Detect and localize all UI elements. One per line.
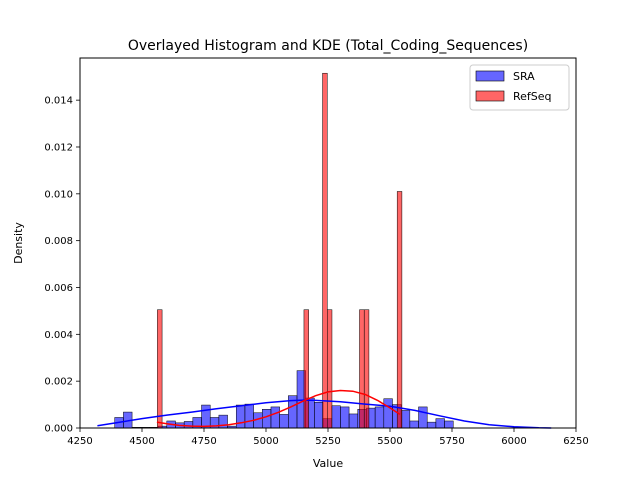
bar-refseq-5 [363, 309, 370, 429]
bar-refseq-4 [359, 309, 365, 429]
bar-sra-10 [201, 404, 211, 429]
chart-title: Overlayed Histogram and KDE (Total_Codin… [128, 38, 528, 54]
bar-sra-38 [444, 420, 454, 429]
y-tick-label: 0.010 [44, 189, 73, 200]
bar-sra-18 [270, 406, 280, 429]
bar-sra-26 [340, 406, 350, 429]
x-tick-label: 5750 [439, 436, 464, 447]
y-tick-label: 0.014 [44, 96, 73, 107]
y-tick-label: 0.006 [44, 283, 73, 294]
bar-refseq-1 [303, 309, 309, 429]
legend: SRA RefSeq [469, 64, 570, 111]
bar-sra-8 [183, 421, 194, 429]
bar-sra-25 [331, 405, 341, 429]
bar-refseq-6 [396, 191, 403, 429]
bar-sra-14 [235, 404, 246, 429]
legend-label-sra: SRA [513, 70, 535, 83]
x-tick-label: 5000 [253, 436, 278, 447]
y-tick-label: 0.002 [44, 377, 73, 388]
bar-sra-15 [244, 403, 254, 429]
x-tick-label: 5250 [315, 436, 340, 447]
y-tick-label: 0.012 [44, 142, 73, 153]
y-tick-label: 0.008 [44, 236, 73, 247]
bar-sra-37 [435, 418, 445, 429]
bar-sra-33 [400, 410, 411, 429]
x-tick-label: 6250 [563, 436, 588, 447]
legend-swatch-refseq [475, 90, 505, 102]
bar-sra-35 [418, 406, 428, 429]
x-axis-label: Value [313, 457, 343, 470]
bar-sra-23 [314, 401, 324, 429]
x-tick-label: 5500 [377, 436, 402, 447]
bar-sra-31 [383, 398, 393, 429]
y-tick-label: 0.000 [44, 424, 73, 435]
y-axis: 0.000 0.002 0.004 0.006 0.008 0.010 0.012 0.014 [44, 96, 80, 435]
bar-sra-36 [426, 421, 437, 429]
bars-layer [114, 72, 454, 429]
bar-sra-27 [348, 413, 359, 429]
x-tick-label: 6000 [501, 436, 526, 447]
x-axis: 4250 4500 4750 5000 5250 5500 5750 6000 6250 [67, 428, 589, 447]
kde-line-refseq [156, 389, 401, 428]
x-tick-label: 4750 [191, 436, 216, 447]
bar-refseq-0 [157, 309, 163, 429]
bar-refseq-3 [327, 309, 333, 429]
bar-refseq-2 [322, 72, 328, 429]
y-axis-label: Density [12, 222, 25, 264]
x-tick-label: 4250 [67, 436, 92, 447]
kde-line-sra [97, 399, 552, 429]
bar-sra-17 [262, 409, 272, 429]
bar-sra-19 [279, 414, 289, 429]
bar-sra-34 [409, 420, 419, 429]
legend-swatch-sra [475, 70, 505, 82]
y-tick-label: 0.004 [44, 330, 73, 341]
bar-sra-30 [374, 406, 385, 429]
kde-layer [97, 389, 552, 429]
x-tick-label: 4500 [129, 436, 154, 447]
legend-label-refseq: RefSeq [513, 90, 552, 103]
